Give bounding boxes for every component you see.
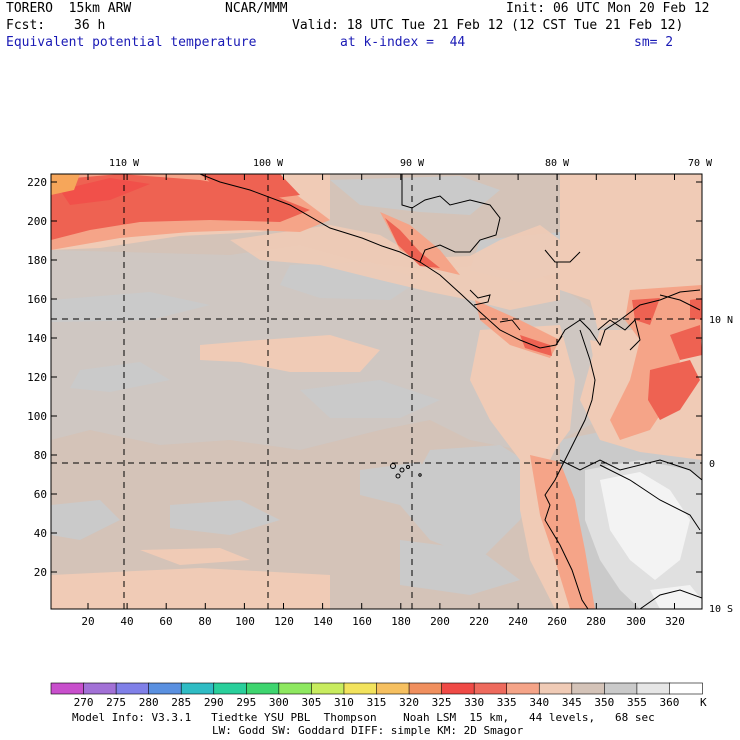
- colorbar-label: 280: [139, 696, 159, 709]
- x-tick-label: 80: [198, 615, 211, 628]
- colorbar-swatch: [343, 682, 378, 695]
- x-tick-label: 180: [391, 615, 411, 628]
- colorbar-label: 285: [171, 696, 191, 709]
- x-tick-label: 200: [430, 615, 450, 628]
- colorbar-label: 325: [432, 696, 452, 709]
- colorbar-label: 310: [334, 696, 354, 709]
- colorbar-swatch: [408, 682, 443, 695]
- y-tick-label: 40: [34, 527, 47, 540]
- colorbar-label: 315: [367, 696, 387, 709]
- colorbar-label: 350: [594, 696, 614, 709]
- lon-label: 110 W: [109, 158, 140, 169]
- colorbar-unit: K: [700, 696, 707, 709]
- lat-label: 0: [709, 459, 715, 470]
- x-tick-label: 280: [586, 615, 606, 628]
- colorbar: [50, 682, 703, 695]
- colorbar-label: 300: [269, 696, 289, 709]
- init-time: Init: 06 UTC Mon 20 Feb 12: [506, 1, 710, 16]
- colorbar-swatch: [50, 682, 85, 695]
- x-tick-label: 100: [235, 615, 255, 628]
- x-tick-label: 120: [274, 615, 294, 628]
- y-tick-label: 80: [34, 449, 47, 462]
- colorbar-label: 330: [464, 696, 484, 709]
- theta-e-field: [51, 174, 702, 609]
- x-tick-label: 220: [469, 615, 489, 628]
- x-tick-label: 60: [159, 615, 172, 628]
- colorbar-swatch: [311, 682, 345, 695]
- y-tick-label: 100: [27, 410, 47, 423]
- valid-time: Valid: 18 UTC Tue 21 Feb 12 (12 CST Tue …: [292, 18, 684, 33]
- colorbar-swatch: [571, 682, 606, 695]
- colorbar-label: 355: [627, 696, 647, 709]
- colorbar-swatch: [213, 682, 248, 695]
- y-tick-label: 140: [27, 332, 47, 345]
- colorbar-label: 275: [106, 696, 126, 709]
- lon-label: 90 W: [400, 158, 425, 169]
- map-frame: [50, 173, 703, 610]
- lon-label: 80 W: [545, 158, 570, 169]
- forecast-hours: 36 h: [74, 18, 106, 33]
- y-tick-label: 200: [27, 215, 47, 228]
- x-tick-label: 300: [626, 615, 646, 628]
- y-tick-label: 20: [34, 566, 47, 579]
- colorbar-label: 295: [236, 696, 256, 709]
- smoothing-label: sm= 2: [634, 35, 674, 50]
- lat-label: 10 N: [709, 315, 733, 326]
- colorbar-swatch: [669, 682, 703, 695]
- y-tick-label: 60: [34, 488, 47, 501]
- colorbar-swatch: [180, 682, 215, 695]
- y-tick-label: 220: [27, 176, 47, 189]
- x-tick-label: 260: [547, 615, 567, 628]
- x-tick-label: 320: [665, 615, 685, 628]
- colorbar-label: 290: [204, 696, 224, 709]
- colorbar-label: 305: [301, 696, 321, 709]
- lon-label: 100 W: [253, 158, 284, 169]
- forecast-label: Fcst:: [6, 18, 46, 33]
- lat-label: 10 S: [709, 604, 733, 615]
- colorbar-swatch: [506, 682, 541, 695]
- coastline: [199, 174, 702, 609]
- colorbar-swatch: [473, 682, 508, 695]
- physics-info: LW: Godd SW: Goddard DIFF: simple KM: 2D…: [212, 724, 524, 737]
- colorbar-swatch: [441, 682, 475, 695]
- colorbar-swatch: [604, 682, 638, 695]
- y-tick-label: 160: [27, 293, 47, 306]
- model-name: TORERO 15km ARW: [6, 1, 132, 16]
- colorbar-swatch: [538, 682, 573, 695]
- lon-label: 70 W: [688, 158, 713, 169]
- colorbar-swatch: [636, 682, 671, 695]
- colorbar-label: 345: [562, 696, 582, 709]
- colorbar-swatch: [376, 682, 410, 695]
- x-tick-label: 20: [81, 615, 94, 628]
- x-tick-label: 240: [508, 615, 528, 628]
- x-tick-label: 40: [120, 615, 133, 628]
- model-info: Model Info: V3.3.1 Tiedtke YSU PBL Thomp…: [72, 711, 655, 724]
- field-title: Equivalent potential temperature: [6, 35, 257, 50]
- colorbar-swatch: [83, 682, 117, 695]
- x-tick-label: 160: [352, 615, 372, 628]
- center-name: NCAR/MMM: [225, 1, 288, 16]
- y-tick-label: 180: [27, 254, 47, 267]
- graticule: [51, 174, 702, 609]
- colorbar-swatch: [115, 682, 150, 695]
- x-tick-label: 140: [313, 615, 333, 628]
- colorbar-label: 335: [497, 696, 517, 709]
- colorbar-label: 320: [399, 696, 419, 709]
- colorbar-label: 360: [660, 696, 680, 709]
- colorbar-swatch: [246, 682, 280, 695]
- colorbar-label: 270: [74, 696, 94, 709]
- y-tick-label: 120: [27, 371, 47, 384]
- k-index-label: at k-index = 44: [340, 35, 466, 50]
- colorbar-label: 340: [529, 696, 549, 709]
- colorbar-swatch: [148, 682, 182, 695]
- colorbar-swatch: [278, 682, 313, 695]
